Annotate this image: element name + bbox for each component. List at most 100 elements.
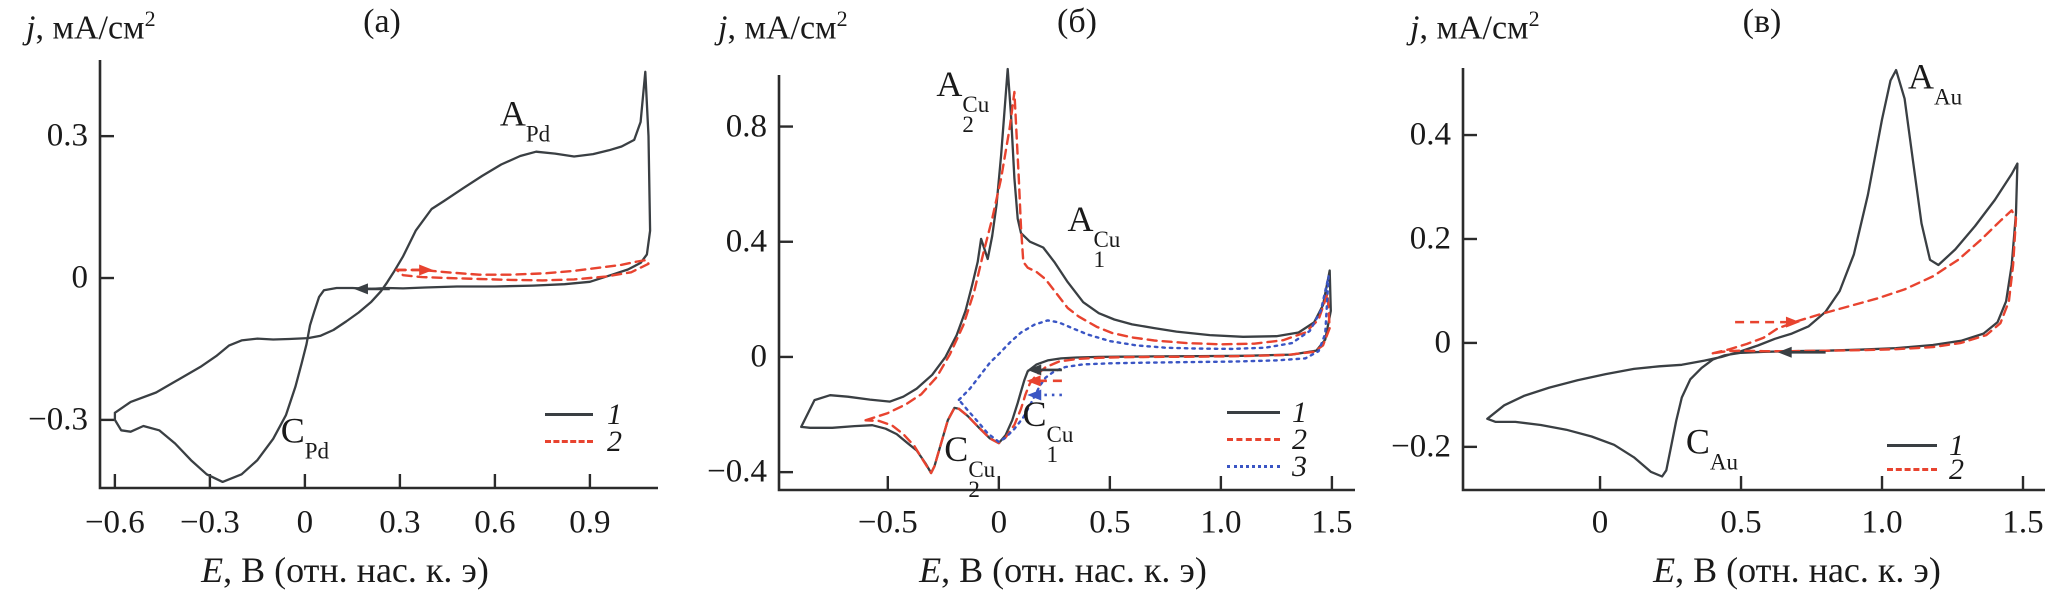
x-axis-label-b: E, В (отн. нас. к. э) xyxy=(919,550,1207,590)
axis-a xyxy=(98,60,658,490)
y-tick-label-c-0: 0.4 xyxy=(1409,116,1451,153)
peak-label-b-2: C Cu 1 xyxy=(1022,393,1074,467)
ann-sup: Pd xyxy=(525,121,551,147)
ann-base: A xyxy=(499,93,526,134)
x-tick-label-b-1: 0 xyxy=(990,504,1008,541)
ann-sub: 2 xyxy=(968,476,980,502)
ann-sup: Cu xyxy=(962,92,990,118)
legend-line-sample xyxy=(1227,438,1280,441)
legend-label: 3 xyxy=(1292,450,1307,483)
x-tick-label-a-0: −0.6 xyxy=(84,504,145,541)
peak-label-a-1: C Pd xyxy=(280,410,330,464)
peak-label-c-1: C Au xyxy=(1685,421,1739,475)
ann-base: C xyxy=(1685,421,1710,462)
ann-base: A xyxy=(1907,56,1934,97)
ann-base: C xyxy=(280,410,305,451)
y-tick-label-b-2: 0 xyxy=(750,338,768,375)
ann-sub: 1 xyxy=(1093,246,1105,272)
ann-sup: Au xyxy=(1709,449,1739,475)
legend-label: 2 xyxy=(607,425,622,458)
legend-label: 1 xyxy=(1949,429,1964,462)
x-tick-label-c-2: 1.0 xyxy=(1861,504,1903,541)
y-axis-label-a: j, мА/см2 xyxy=(26,6,156,47)
ann-sup: Cu xyxy=(1093,226,1121,252)
legend-line-sample xyxy=(545,440,593,443)
y-tick-label-a-1: 0 xyxy=(71,259,89,296)
panel-title-b: (б) xyxy=(1057,3,1097,40)
arrow-head-b-2 xyxy=(1027,389,1042,401)
y-tick-label-c-2: 0 xyxy=(1434,324,1452,361)
x-tick-label-a-4: 0.6 xyxy=(474,504,516,541)
x-tick-label-b-4: 1.5 xyxy=(1311,504,1353,541)
x-tick-label-c-0: 0 xyxy=(1591,504,1609,541)
curve-a-2 xyxy=(395,258,650,282)
ann-scripts: Au xyxy=(1709,449,1739,475)
y-tick-label-a-0: 0.3 xyxy=(46,117,88,154)
ann-base: A xyxy=(936,63,963,104)
ann-sup: Au xyxy=(1933,84,1963,110)
legend-line-sample xyxy=(545,413,593,416)
curve-a-1 xyxy=(113,70,652,484)
y-tick-label-b-3: −0.4 xyxy=(707,453,767,490)
curve-c-1 xyxy=(1486,68,2019,478)
arrow-head-b-1 xyxy=(1026,375,1041,387)
legend-label: 2 xyxy=(1949,453,1964,486)
y-tick-label-c-1: 0.2 xyxy=(1409,220,1451,257)
axis-b xyxy=(777,75,1355,492)
peak-label-b-3: C Cu 2 xyxy=(944,428,996,502)
legend-label: 1 xyxy=(1292,396,1307,429)
ann-sub: 1 xyxy=(1046,441,1058,467)
panel-title-a: (а) xyxy=(363,3,401,40)
y-tick-label-b-0: 0.8 xyxy=(725,108,767,145)
x-tick-label-c-3: 1.5 xyxy=(2002,504,2044,541)
ann-scripts: Au xyxy=(1933,84,1963,110)
x-tick-label-a-2: 0 xyxy=(296,504,314,541)
y-tick-label-b-1: 0.4 xyxy=(725,223,767,260)
peak-label-c-0: A Au xyxy=(1907,56,1963,110)
x-tick-label-c-1: 0.5 xyxy=(1720,504,1762,541)
ann-sup: Cu xyxy=(968,456,996,482)
x-axis-label-c: E, В (отн. нас. к. э) xyxy=(1653,550,1941,590)
peak-label-a-0: A Pd xyxy=(499,93,551,147)
ann-scripts: Cu 2 xyxy=(968,456,996,502)
ann-sup: Cu xyxy=(1046,421,1074,447)
x-tick-label-a-5: 0.9 xyxy=(569,504,611,541)
legend-line-sample xyxy=(1227,465,1280,468)
legend-line-sample xyxy=(1227,411,1280,414)
legend-label: 1 xyxy=(607,398,622,431)
ann-sub: 2 xyxy=(962,111,974,137)
x-axis-label-a: E, В (отн. нас. к. э) xyxy=(201,550,489,590)
x-tick-label-b-2: 0.5 xyxy=(1089,504,1131,541)
arrow-head-b-0 xyxy=(1027,364,1042,376)
peak-label-b-1: A Cu 1 xyxy=(1067,198,1121,272)
ann-scripts: Pd xyxy=(525,121,551,147)
y-tick-label-c-3: −0.2 xyxy=(1391,428,1451,465)
legend-line-sample xyxy=(1887,468,1937,471)
panel-title-c: (в) xyxy=(1742,3,1782,40)
arrow-head-c-1 xyxy=(1777,346,1792,358)
y-axis-label-b: j, мА/см2 xyxy=(718,6,848,47)
legend-line-sample xyxy=(1887,444,1937,447)
x-tick-label-b-3: 1.0 xyxy=(1200,504,1242,541)
y-tick-label-a-2: −0.3 xyxy=(28,401,88,438)
x-tick-label-a-1: −0.3 xyxy=(179,504,240,541)
ann-scripts: Cu 1 xyxy=(1093,226,1121,272)
arrow-head-a-0 xyxy=(353,283,368,295)
ann-scripts: Cu 1 xyxy=(1046,421,1074,467)
ann-scripts: Cu 2 xyxy=(962,92,990,137)
ann-scripts: Pd xyxy=(304,438,330,464)
peak-label-b-0: A Cu 2 xyxy=(936,63,990,137)
ann-base: A xyxy=(1067,198,1094,239)
arrow-head-c-0 xyxy=(1785,316,1800,328)
x-tick-label-a-3: 0.3 xyxy=(379,504,421,541)
ann-base: C xyxy=(944,428,969,469)
ann-base: C xyxy=(1022,393,1047,434)
ann-sup: Pd xyxy=(304,438,330,464)
y-axis-label-c: j, мА/см2 xyxy=(1410,6,1540,47)
x-tick-label-b-0: −0.5 xyxy=(857,504,918,541)
axis-c xyxy=(1461,68,2045,492)
curve-b-3 xyxy=(957,275,1330,444)
curve-b-2 xyxy=(864,90,1331,475)
